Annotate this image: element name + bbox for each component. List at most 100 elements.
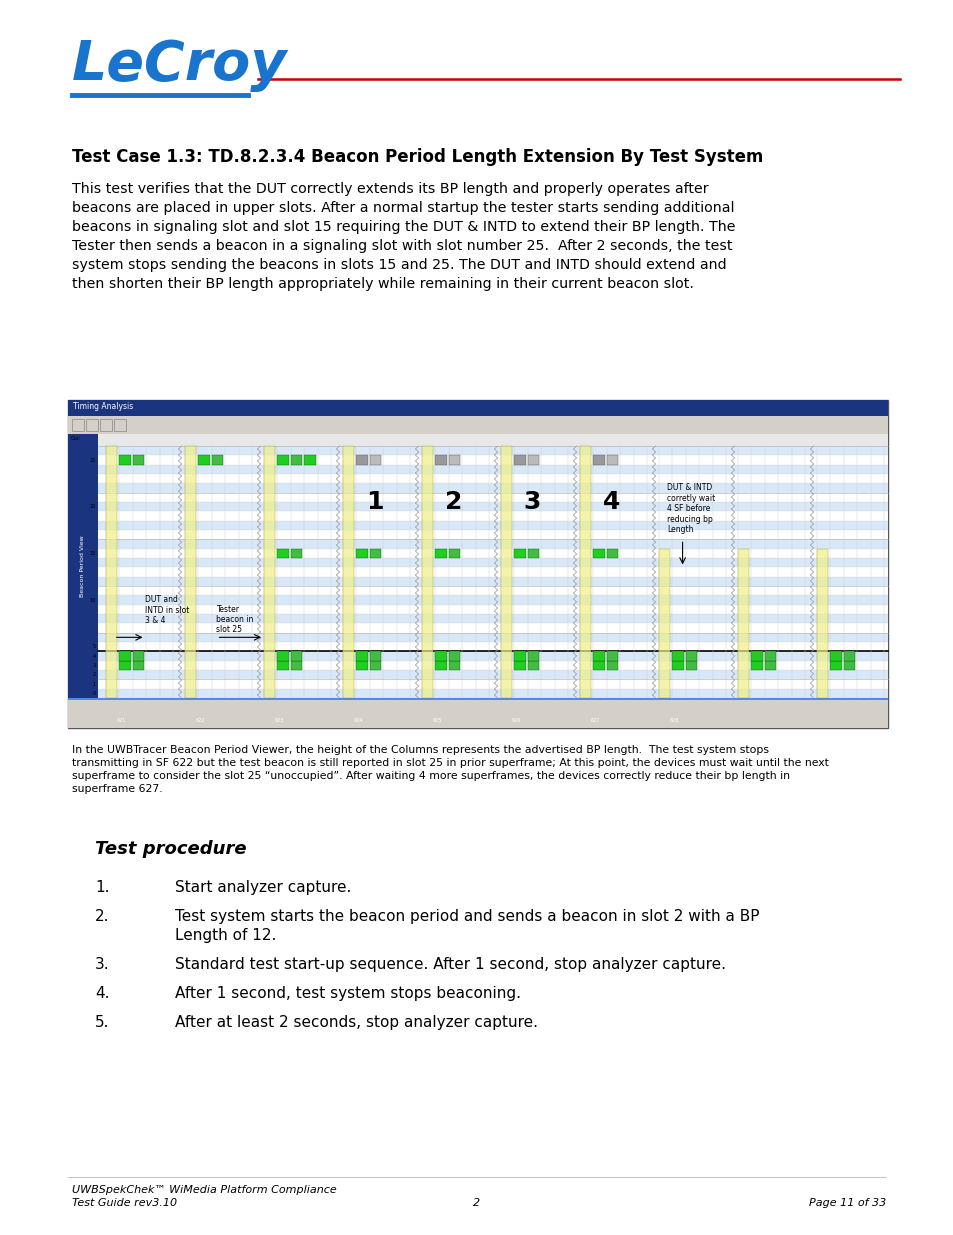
Text: system stops sending the beacons in slots 15 and 25. The DUT and INTD should ext: system stops sending the beacons in slot…: [71, 258, 726, 272]
Text: Start analyzer capture.: Start analyzer capture.: [174, 881, 351, 895]
Text: 626: 626: [512, 718, 521, 722]
Bar: [98, 567, 887, 577]
Bar: [68, 700, 887, 727]
Bar: [132, 651, 144, 661]
Bar: [842, 661, 854, 671]
Bar: [98, 585, 887, 595]
Bar: [98, 605, 887, 614]
Bar: [86, 419, 98, 431]
Bar: [593, 661, 604, 671]
Text: 1: 1: [92, 682, 96, 687]
Bar: [606, 651, 618, 661]
Text: In the UWBTracer Beacon Period Viewer, the height of the Columns represents the : In the UWBTracer Beacon Period Viewer, t…: [71, 745, 768, 755]
Text: After at least 2 seconds, stop analyzer capture.: After at least 2 seconds, stop analyzer …: [174, 1015, 537, 1030]
Bar: [527, 661, 538, 671]
Bar: [98, 679, 887, 689]
Bar: [198, 456, 210, 464]
Bar: [370, 456, 381, 464]
Bar: [68, 698, 887, 713]
Bar: [119, 651, 131, 661]
Bar: [212, 456, 223, 464]
Bar: [829, 661, 841, 671]
Bar: [606, 548, 618, 558]
Bar: [579, 446, 591, 698]
Bar: [98, 577, 887, 585]
Bar: [100, 419, 112, 431]
Bar: [606, 661, 618, 671]
Bar: [659, 548, 670, 698]
Bar: [98, 446, 887, 456]
Bar: [514, 661, 525, 671]
Bar: [98, 651, 887, 661]
Text: 1: 1: [365, 490, 383, 514]
Text: DUT & INTD
corretly wait
4 SF before
reducing bp
Length: DUT & INTD corretly wait 4 SF before red…: [666, 483, 715, 534]
Bar: [98, 464, 887, 474]
Bar: [132, 661, 144, 671]
Bar: [68, 400, 887, 416]
Bar: [738, 548, 749, 698]
Bar: [606, 456, 618, 464]
Bar: [98, 671, 887, 679]
Bar: [448, 651, 459, 661]
Bar: [98, 530, 887, 540]
Bar: [68, 433, 98, 698]
Bar: [435, 651, 446, 661]
Bar: [500, 446, 512, 698]
Bar: [448, 661, 459, 671]
Bar: [291, 661, 302, 671]
Bar: [435, 456, 446, 464]
Text: 25: 25: [90, 457, 96, 462]
Bar: [370, 651, 381, 661]
Bar: [370, 548, 381, 558]
Bar: [764, 651, 776, 661]
Text: 3: 3: [523, 490, 540, 514]
Text: 621: 621: [117, 718, 126, 722]
Bar: [98, 632, 887, 642]
Text: 2: 2: [92, 672, 96, 677]
Text: 2: 2: [473, 1198, 480, 1208]
Text: DUT and
INTD in slot
3 & 4: DUT and INTD in slot 3 & 4: [145, 595, 190, 625]
Text: 628: 628: [669, 718, 679, 722]
Bar: [593, 651, 604, 661]
Text: 4.: 4.: [95, 986, 110, 1002]
Bar: [98, 624, 887, 632]
Bar: [435, 548, 446, 558]
Text: transmitting in SF 622 but the test beacon is still reported in slot 25 in prior: transmitting in SF 622 but the test beac…: [71, 758, 828, 768]
Bar: [448, 548, 459, 558]
Bar: [132, 456, 144, 464]
Text: 624: 624: [354, 718, 363, 722]
Text: 3.: 3.: [95, 957, 110, 972]
Text: beacons are placed in upper slots. After a normal startup the tester starts send: beacons are placed in upper slots. After…: [71, 201, 734, 215]
Text: 2: 2: [444, 490, 461, 514]
Bar: [514, 548, 525, 558]
Text: superframe 627.: superframe 627.: [71, 784, 162, 794]
Bar: [514, 651, 525, 661]
Bar: [68, 416, 887, 433]
Bar: [527, 548, 538, 558]
Text: 4: 4: [92, 653, 96, 658]
Bar: [672, 651, 683, 661]
Bar: [685, 651, 697, 661]
Text: Test procedure: Test procedure: [95, 840, 247, 858]
Bar: [119, 456, 131, 464]
Bar: [98, 493, 887, 501]
Bar: [98, 456, 887, 464]
Bar: [277, 661, 289, 671]
Text: superframe to consider the slot 25 “unoccupied”. After waiting 4 more superframe: superframe to consider the slot 25 “unoc…: [71, 771, 789, 781]
Bar: [435, 661, 446, 671]
Text: LeCroy: LeCroy: [71, 38, 287, 91]
Bar: [593, 548, 604, 558]
Bar: [185, 446, 196, 698]
Text: 0: 0: [92, 690, 96, 695]
Bar: [277, 651, 289, 661]
Text: 10: 10: [90, 598, 96, 603]
Bar: [264, 446, 275, 698]
Text: Test Case 1.3: TD.8.2.3.4 Beacon Period Length Extension By Test System: Test Case 1.3: TD.8.2.3.4 Beacon Period …: [71, 148, 762, 165]
Text: 623: 623: [274, 718, 284, 722]
Bar: [816, 548, 827, 698]
Bar: [277, 548, 289, 558]
Bar: [98, 511, 887, 521]
Text: 625: 625: [433, 718, 442, 722]
Bar: [527, 456, 538, 464]
Text: Length of 12.: Length of 12.: [174, 927, 276, 944]
